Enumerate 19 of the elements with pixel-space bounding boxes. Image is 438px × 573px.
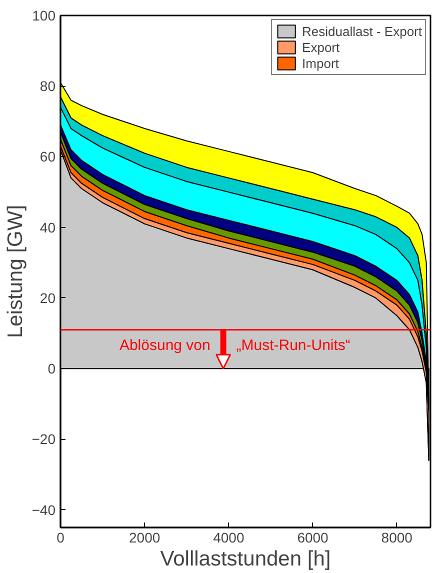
x-tick-label: 4000 — [213, 530, 244, 546]
y-tick-label: 100 — [32, 8, 56, 24]
annotation: Ablösung von — [119, 336, 210, 354]
x-tick-label: 2000 — [129, 530, 160, 546]
legend-label: Export — [302, 39, 340, 55]
x-tick-label: 8000 — [381, 530, 413, 546]
y-tick-label: 60 — [40, 148, 56, 165]
legend-label: Residuallast - Export — [302, 23, 422, 39]
x-axis-title: Volllaststunden [h] — [160, 548, 331, 570]
y-axis-title: Leistung [GW] — [4, 204, 27, 338]
y-tick-label: 80 — [40, 78, 56, 94]
y-tick-label: 0 — [48, 360, 56, 377]
y-tick-label: 40 — [40, 219, 56, 236]
y-tick-label: −40 — [32, 502, 56, 518]
y-tick-label: 20 — [40, 290, 56, 306]
x-tick-label: 6000 — [297, 530, 329, 546]
legend-label: Import — [302, 55, 339, 71]
y-tick-label: −20 — [32, 431, 56, 448]
annotation: „Must-Run-Units“ — [236, 336, 350, 354]
